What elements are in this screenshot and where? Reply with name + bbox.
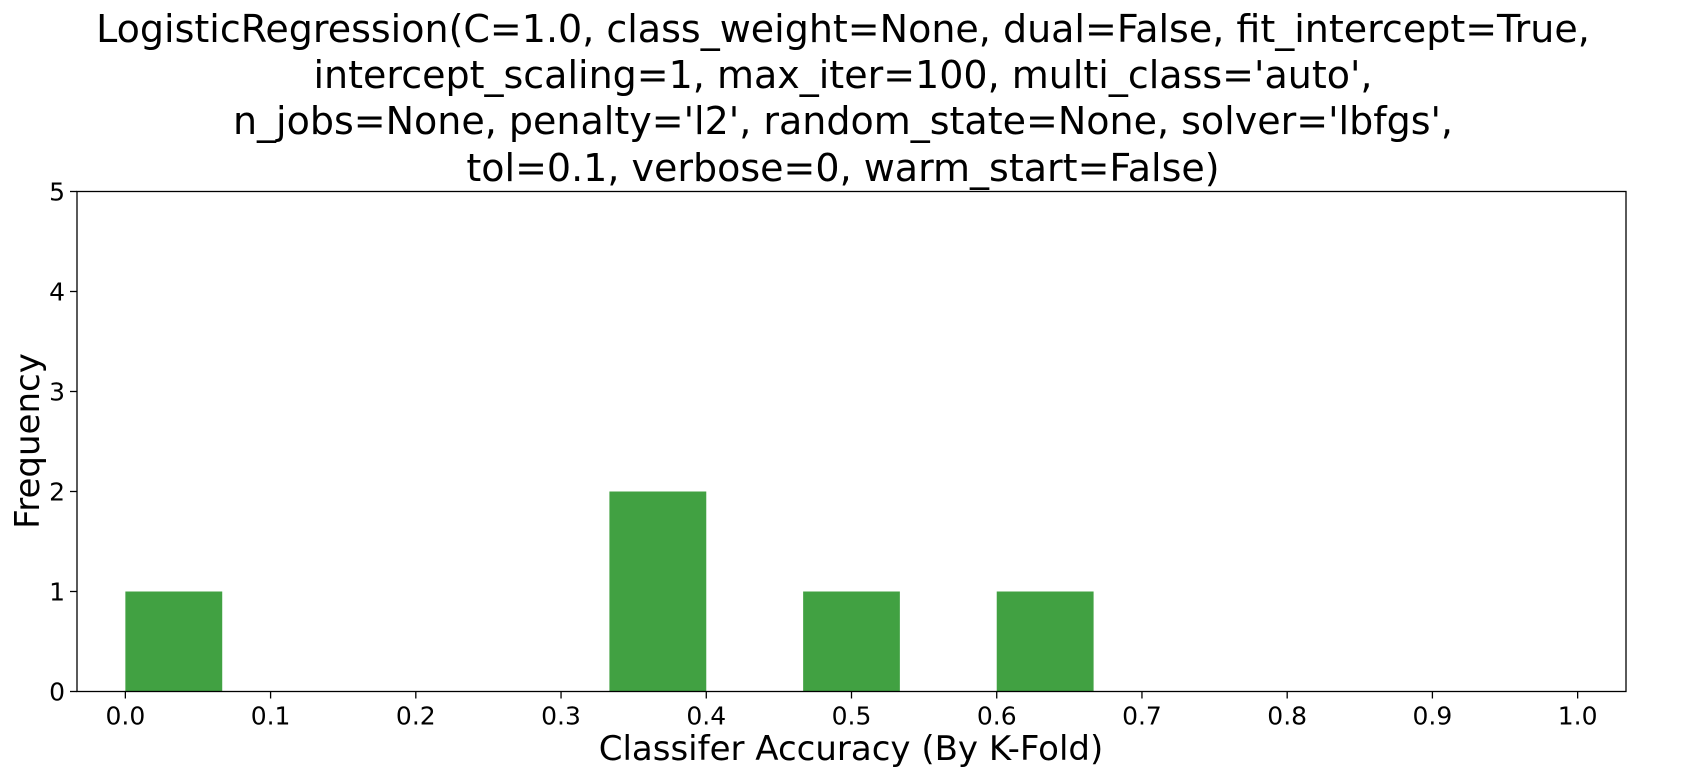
x-tick-label-7: 0.7 (1122, 702, 1162, 731)
histogram-bar-1 (609, 491, 707, 692)
chart-title-line-1: LogisticRegression(C=1.0, class_weight=N… (96, 7, 1590, 51)
chart-title: LogisticRegression(C=1.0, class_weight=N… (96, 7, 1590, 190)
y-tick-label-4: 4 (49, 278, 65, 307)
y-tick-label-5: 5 (49, 178, 65, 207)
y-axis-label: Frequency (8, 353, 48, 529)
x-tick-label-6: 0.6 (977, 702, 1017, 731)
x-tick-label-10: 1.0 (1558, 702, 1598, 731)
y-tick-label-1: 1 (49, 578, 65, 607)
y-tick-label-2: 2 (49, 478, 65, 507)
y-axis-ticks: 0 1 2 3 4 5 (49, 178, 77, 707)
chart-title-line-3: n_jobs=None, penalty='l2', random_state=… (233, 99, 1453, 143)
x-tick-label-3: 0.3 (541, 702, 581, 731)
x-tick-label-2: 0.2 (396, 702, 436, 731)
x-axis-label: Classifer Accuracy (By K-Fold) (599, 729, 1104, 769)
x-tick-label-0: 0.0 (105, 702, 145, 731)
histogram-bars (125, 491, 1094, 692)
histogram-bar-3 (996, 591, 1094, 692)
x-tick-label-1: 0.1 (251, 702, 291, 731)
histogram-bar-2 (803, 591, 900, 692)
chart-title-line-2: intercept_scaling=1, max_iter=100, multi… (313, 53, 1372, 97)
histogram-bar-0 (125, 591, 223, 692)
y-tick-label-3: 3 (49, 378, 65, 407)
x-tick-label-8: 0.8 (1267, 702, 1307, 731)
x-tick-label-4: 0.4 (686, 702, 726, 731)
y-tick-label-0: 0 (49, 678, 65, 707)
chart-title-line-4: tol=0.1, verbose=0, warm_start=False) (466, 146, 1219, 190)
x-axis-ticks: 0.0 0.1 0.2 0.3 0.4 0.5 0.6 0.7 0.8 0.9 1.0 (105, 691, 1598, 731)
x-tick-label-5: 0.5 (832, 702, 872, 731)
x-tick-label-9: 0.9 (1413, 702, 1453, 731)
